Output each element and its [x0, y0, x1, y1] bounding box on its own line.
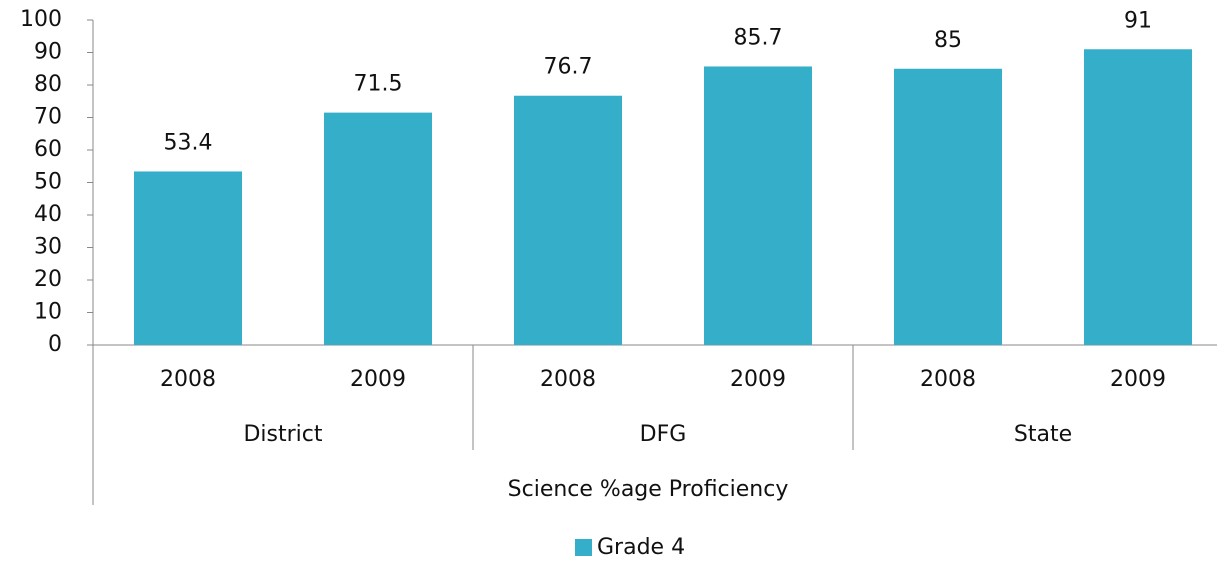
data-label: 85.7 — [734, 25, 783, 50]
data-label: 76.7 — [544, 55, 593, 80]
x-tick-label: 2008 — [540, 367, 596, 392]
group-label: State — [1014, 422, 1072, 447]
data-label: 91 — [1124, 8, 1152, 33]
y-tick-label: 20 — [34, 267, 62, 292]
legend-swatch — [575, 539, 592, 556]
bar — [514, 95, 622, 345]
bar — [704, 66, 812, 345]
y-tick-label: 30 — [34, 235, 62, 260]
y-tick-label: 90 — [34, 40, 62, 65]
y-tick-label: 60 — [34, 137, 62, 162]
y-tick-label: 100 — [20, 7, 62, 32]
x-tick-label: 2008 — [160, 367, 216, 392]
x-axis-title: Science %age Proficiency — [508, 477, 789, 502]
data-label: 85 — [934, 28, 962, 53]
group-label: DFG — [640, 422, 687, 447]
y-tick-label: 10 — [34, 300, 62, 325]
bar — [1084, 49, 1192, 345]
y-tick-label: 70 — [34, 105, 62, 130]
y-tick-label: 0 — [48, 332, 62, 357]
x-tick-label: 2009 — [350, 367, 406, 392]
y-tick-label: 80 — [34, 72, 62, 97]
legend-label: Grade 4 — [597, 535, 685, 560]
x-tick-label: 2008 — [920, 367, 976, 392]
x-tick-label: 2009 — [730, 367, 786, 392]
bar — [134, 171, 242, 345]
data-label: 71.5 — [354, 72, 403, 97]
y-tick-label: 40 — [34, 202, 62, 227]
bar — [324, 112, 432, 345]
group-label: District — [243, 422, 322, 447]
data-label: 53.4 — [164, 130, 213, 155]
x-tick-label: 2009 — [1110, 367, 1166, 392]
y-tick-label: 50 — [34, 170, 62, 195]
bar — [894, 68, 1002, 345]
